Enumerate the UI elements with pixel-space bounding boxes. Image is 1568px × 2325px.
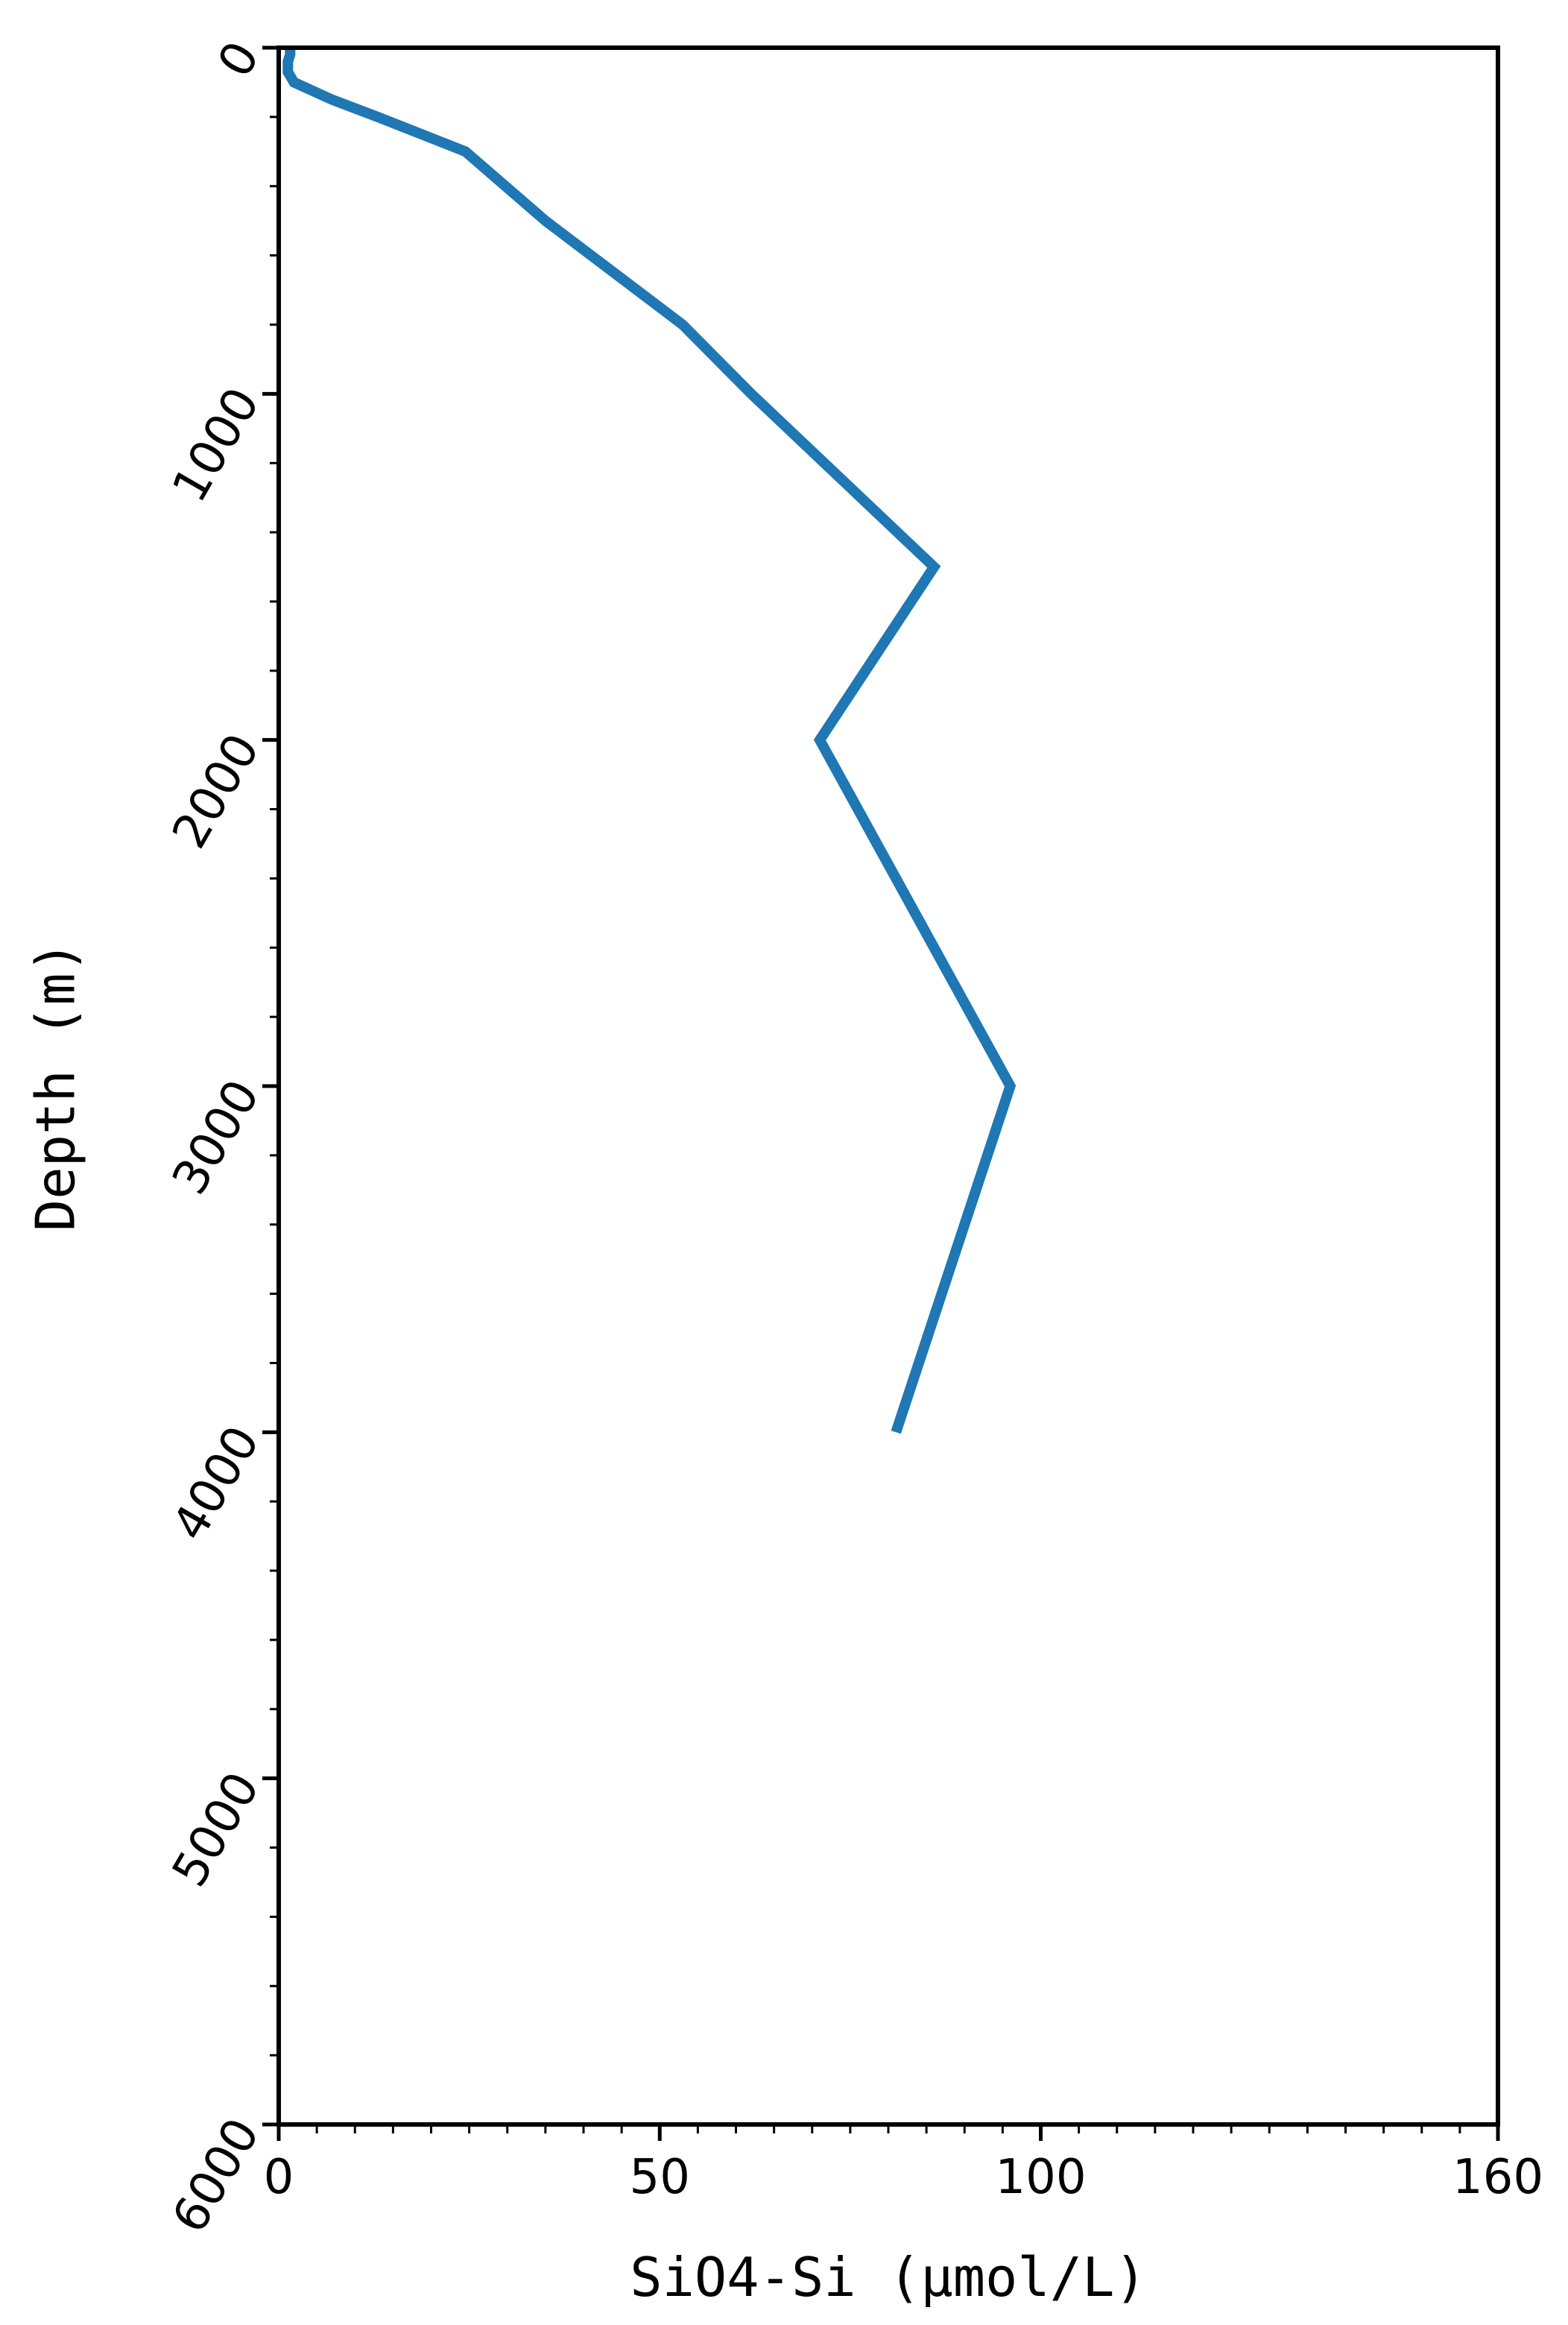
plot-frame xyxy=(276,45,1500,2127)
x-tick-label: 100 xyxy=(995,2150,1086,2205)
data-layer xyxy=(282,48,1017,1434)
x-axis-label: SiO4-Si (μmol/L) xyxy=(630,2246,1147,2309)
x-tick-label: 160 xyxy=(1452,2150,1543,2205)
y-axis-label: Depth (m) xyxy=(25,941,87,1231)
series-line xyxy=(282,48,1017,1434)
x-tick-label: 50 xyxy=(630,2150,690,2205)
x-tick-label: 0 xyxy=(264,2150,294,2205)
